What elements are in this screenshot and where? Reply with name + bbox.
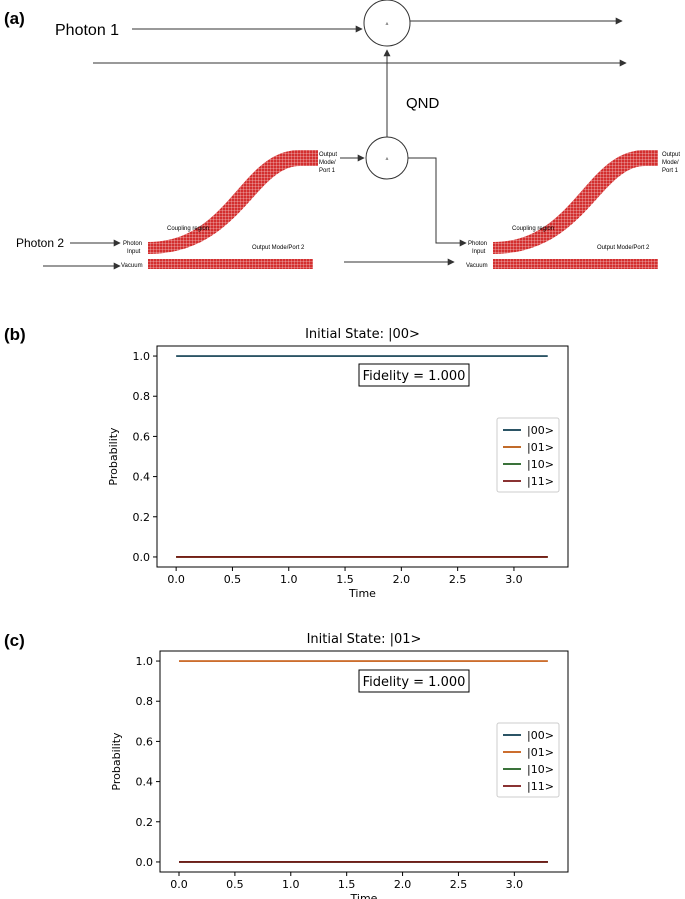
x-tick-label: 0.0 — [167, 573, 185, 586]
y-tick-label: 0.8 — [136, 695, 154, 708]
photon-input-label-right-2: Input — [472, 249, 486, 255]
gate-to-second-coupler — [408, 157, 467, 247]
output-port2-label-right: Output Mode/Port 2 — [597, 245, 650, 251]
panel-b-label: (b) — [4, 325, 26, 344]
coupler-right-lower-waveguide — [493, 259, 658, 269]
output-port1-label-right-2: Mode/ — [662, 160, 679, 166]
coupling-region-label-left: Coupling region — [167, 226, 209, 232]
panel-a: (a) Photon 1 A QND A Photon 2 Photon Inp… — [4, 0, 680, 270]
x-tick-label: 1.0 — [282, 878, 300, 891]
x-axis-label: Time — [348, 587, 376, 600]
x-tick-label: 2.5 — [449, 573, 467, 586]
legend: |00> |01> |10> |11> — [496, 417, 560, 493]
legend-entry: |00> — [527, 729, 554, 742]
chart-b: Initial State: |00> 0.0 0.5 1.0 1.5 2.0 2.5 3.0… — [107, 327, 569, 600]
y-tick-label: 0.0 — [136, 856, 154, 869]
legend-entry: |11> — [527, 475, 554, 488]
y-tick-label: 0.4 — [133, 471, 151, 484]
photon2-label: Photon 2 — [16, 236, 64, 250]
x-tick-label: 2.0 — [394, 878, 412, 891]
coupler-left-lower-waveguide — [148, 259, 313, 269]
output-port1-label-left-2: Mode/ — [319, 160, 336, 166]
y-axis-label: Probability — [107, 427, 120, 486]
photon-input-label-left-2: Input — [127, 249, 141, 255]
output-port1-label-left-1: Output — [319, 152, 337, 158]
photon-input-label-right-1: Photon — [468, 241, 487, 247]
legend-box — [496, 722, 560, 798]
x-tick-label: 1.5 — [336, 573, 354, 586]
vacuum-label-right: Vacuum — [466, 263, 488, 269]
vacuum-label-left: Vacuum — [121, 263, 143, 269]
y-axis-label: Probability — [110, 732, 123, 791]
coupler-right-upper-waveguide — [493, 150, 658, 254]
fidelity-annotation: Fidelity = 1.000 — [363, 369, 466, 384]
top-gate-circle — [363, 0, 411, 47]
y-tick-label: 1.0 — [133, 350, 151, 363]
qnd-label: QND — [406, 95, 440, 112]
x-tick-label: 0.5 — [226, 878, 244, 891]
legend-entry: |00> — [527, 424, 554, 437]
chart-title: Initial State: |00> — [305, 327, 420, 342]
legend-entry: |01> — [527, 441, 554, 454]
photon-input-label-left-1: Photon — [123, 241, 142, 247]
y-tick-label: 1.0 — [136, 655, 154, 668]
photon1-label: Photon 1 — [55, 22, 119, 39]
x-tick-label: 2.0 — [393, 573, 411, 586]
y-tick-label: 0.0 — [133, 551, 151, 564]
x-tick-label: 3.0 — [506, 878, 524, 891]
y-tick-label: 0.2 — [133, 511, 151, 524]
chart-title: Initial State: |01> — [307, 632, 422, 647]
legend-entry: |11> — [527, 780, 554, 793]
output-port1-label-right-3: Port 1 — [662, 168, 679, 174]
plot-frame — [156, 345, 569, 568]
legend-entry: |01> — [527, 746, 554, 759]
y-tick-label: 0.6 — [133, 430, 151, 443]
y-tick-label: 0.4 — [136, 776, 154, 789]
legend-entry: |10> — [527, 458, 554, 471]
fidelity-annotation: Fidelity = 1.000 — [363, 675, 466, 690]
qnd-gate-symbol: A — [386, 156, 389, 161]
panel-a-label: (a) — [4, 9, 25, 28]
coupling-region-label-right: Coupling region — [512, 226, 554, 232]
fidelity-box — [358, 363, 470, 387]
chart-c: Initial State: |01> 0.0 0.5 1.0 1.5 2.0 2.5 3.0… — [110, 632, 569, 899]
x-tick-label: 0.0 — [170, 878, 188, 891]
plot-frame — [159, 650, 569, 873]
x-tick-label: 0.5 — [224, 573, 242, 586]
output-port2-label-left: Output Mode/Port 2 — [252, 245, 305, 251]
y-tick-label: 0.2 — [136, 816, 154, 829]
legend-box — [496, 417, 560, 493]
panel-c-label: (c) — [4, 631, 25, 650]
fidelity-box — [358, 669, 470, 693]
legend-entry: |10> — [527, 763, 554, 776]
top-gate-symbol: A — [386, 21, 389, 26]
legend: |00> |01> |10> |11> — [496, 722, 560, 798]
x-tick-label: 1.0 — [280, 573, 298, 586]
y-tick-label: 0.8 — [133, 390, 151, 403]
x-tick-label: 2.5 — [450, 878, 468, 891]
x-tick-label: 3.0 — [505, 573, 523, 586]
y-tick-label: 0.6 — [136, 735, 154, 748]
x-tick-label: 1.5 — [338, 878, 356, 891]
output-port1-label-right-1: Output — [662, 152, 680, 158]
coupler-left-upper-waveguide — [148, 150, 318, 254]
output-port1-label-left-3: Port 1 — [319, 168, 336, 174]
x-axis-label: Time — [350, 892, 378, 899]
